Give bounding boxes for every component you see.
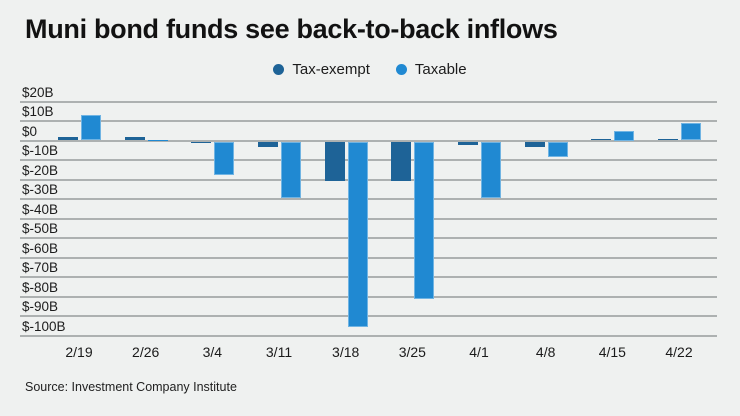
y-axis-tick-label: $-70B [22, 260, 59, 275]
y-axis-tick-label: $10B [22, 104, 54, 119]
taxable-legend-dot-icon [395, 64, 407, 75]
x-axis-tick-label: 3/11 [265, 344, 293, 360]
x-axis-tick-label: 2/26 [132, 344, 160, 360]
y-axis-tick-label: $-90B [22, 299, 59, 314]
legend-item-tax-exempt: Tax-exempt [273, 61, 370, 78]
y-axis-tick-label: $-100B [22, 318, 66, 334]
bar-tax-exempt-3-18 [324, 141, 345, 181]
source-attribution: Source: Investment Company Institute [25, 380, 237, 394]
y-axis-tick-label: $-80B [22, 279, 59, 295]
bar-tax-exempt-4-15 [591, 138, 612, 141]
legend-label-taxable: Taxable [414, 61, 467, 78]
bar-tax-exempt-4-22 [658, 138, 678, 141]
tax-exempt-legend-dot-icon [273, 64, 285, 75]
x-axis-tick-label: 3/4 [202, 344, 223, 360]
gridline [20, 120, 717, 122]
x-axis-tick-label: 3/25 [398, 344, 426, 360]
x-axis-tick-label: 4/1 [469, 344, 489, 360]
gridline [20, 237, 717, 239]
bar-tax-exempt-4-1 [458, 141, 478, 146]
legend-item-taxable: Taxable [395, 61, 467, 78]
bar-taxable-4-22 [681, 122, 701, 141]
y-axis-tick-label: $-10B [22, 143, 59, 158]
legend-label-tax-exempt: Tax-exempt [292, 61, 370, 78]
bar-tax-exempt-3-25 [391, 141, 412, 181]
y-axis-tick-label: $20B [22, 84, 54, 100]
x-axis-tick-label: 4/8 [535, 344, 556, 360]
bar-taxable-2-19 [81, 115, 101, 141]
gridline [20, 295, 717, 298]
gridline [20, 198, 717, 200]
bar-tax-exempt-2-26 [124, 136, 145, 141]
bar-taxable-4-15 [614, 130, 635, 141]
gridline [20, 139, 717, 142]
gridline [20, 217, 717, 220]
gridline [20, 256, 717, 259]
x-axis-tick-label: 3/18 [332, 344, 360, 360]
bar-taxable-3-4 [214, 141, 235, 175]
gridline [20, 159, 717, 161]
y-axis-tick-label: $0 [22, 123, 38, 139]
x-axis-tick-label: 4/15 [598, 344, 626, 360]
bar-taxable-4-8 [547, 141, 568, 158]
gridline [20, 100, 717, 103]
bar-tax-exempt-2-19 [58, 136, 78, 141]
bar-tax-exempt-3-4 [191, 141, 212, 144]
bar-taxable-4-1 [481, 141, 501, 199]
bar-taxable-2-26 [147, 139, 168, 141]
bar-taxable-3-25 [414, 141, 435, 300]
y-axis-tick-label: $-20B [22, 162, 59, 178]
bar-tax-exempt-3-11 [258, 141, 278, 148]
y-axis-tick-label: $-30B [22, 182, 59, 197]
gridline [20, 334, 717, 337]
x-axis-tick-label: 4/22 [665, 344, 693, 360]
bar-taxable-3-11 [281, 141, 301, 199]
gridline [20, 315, 717, 317]
gridline [20, 276, 717, 278]
x-axis-tick-label: 2/19 [65, 344, 93, 360]
bar-tax-exempt-4-8 [524, 141, 545, 148]
y-axis-tick-label: $-50B [22, 221, 59, 236]
chart-title: Muni bond funds see back-to-back inflows [25, 14, 558, 44]
y-axis-tick-label: $-40B [22, 201, 59, 217]
gridline [20, 178, 717, 181]
bar-taxable-3-18 [347, 141, 368, 327]
y-axis-tick-label: $-60B [22, 240, 59, 256]
legend: Tax-exempt Taxable [0, 61, 740, 78]
